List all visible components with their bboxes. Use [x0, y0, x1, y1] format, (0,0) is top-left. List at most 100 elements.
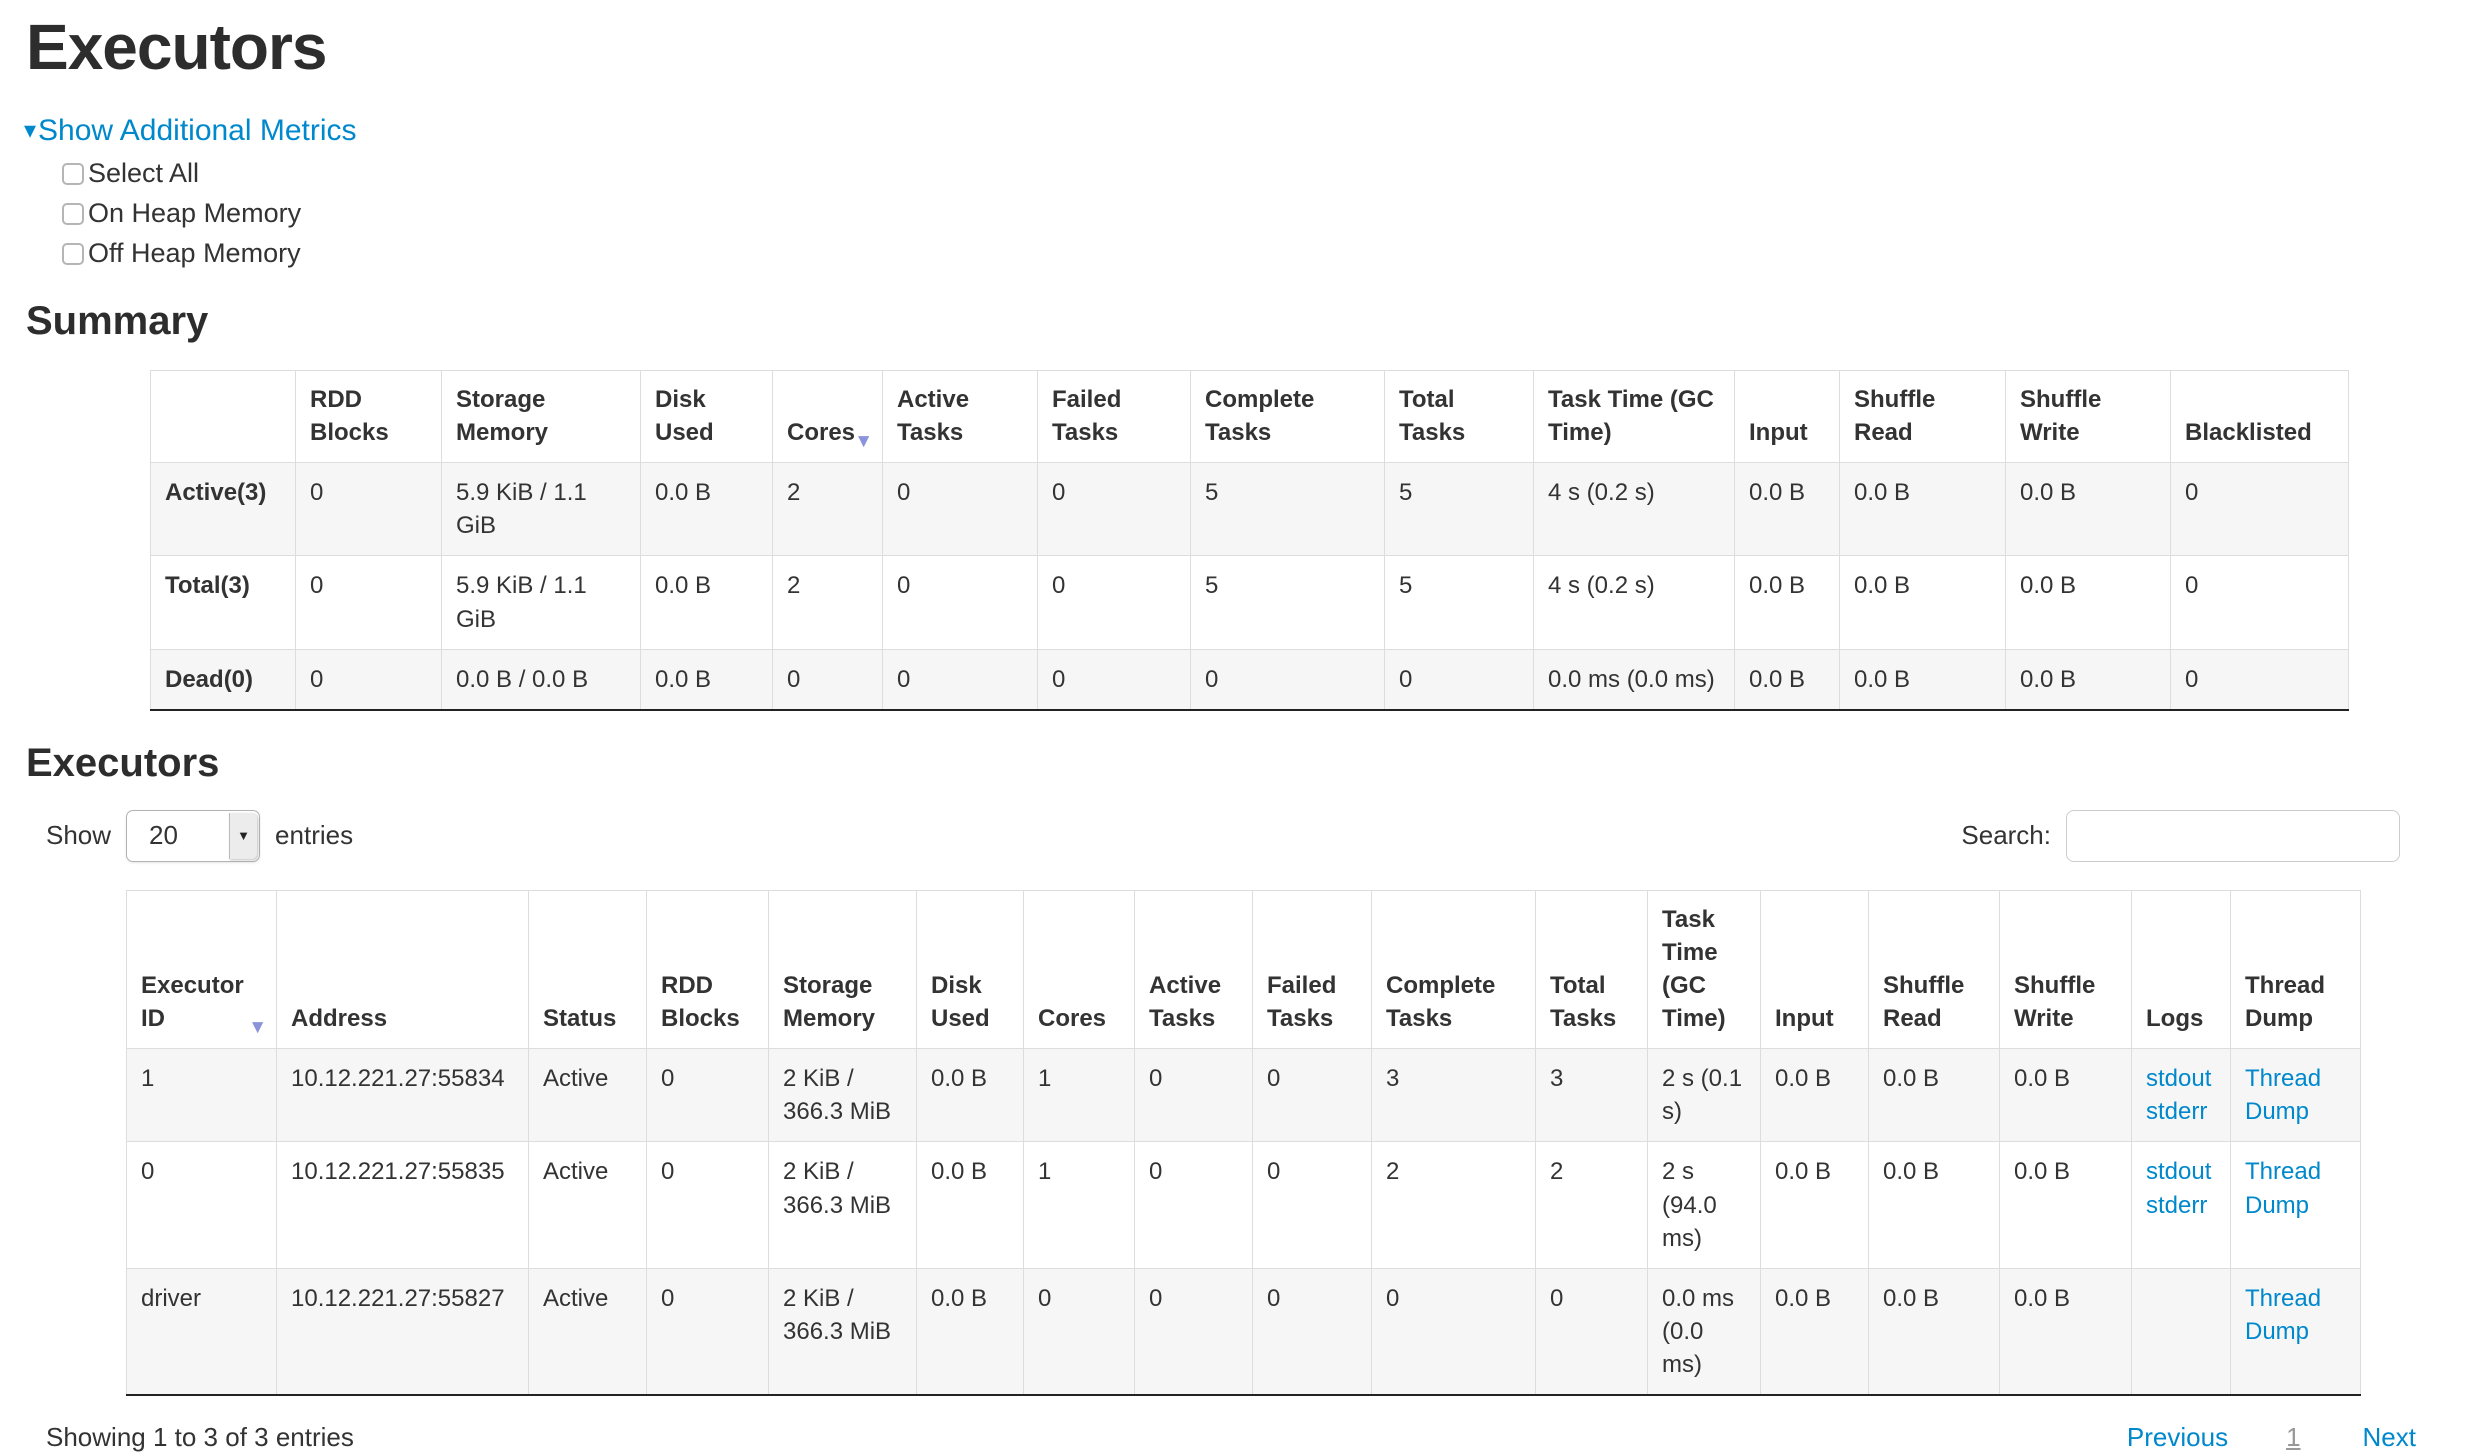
column-header-storage-memory[interactable]: Storage Memory [768, 889, 917, 1050]
column-header-disk-used[interactable]: Disk Used [916, 889, 1024, 1050]
column-header-failed-tasks[interactable]: Failed Tasks [1037, 369, 1191, 464]
page-title: Executors [26, 11, 327, 83]
table-cell: 0.0 B [1999, 1267, 2132, 1397]
table-cell: 0.0 ms (0.0 ms) [1647, 1267, 1761, 1397]
metrics-options: Select All On Heap Memory Off Heap Memor… [62, 158, 2466, 269]
stderr-link[interactable]: stderr [2146, 1098, 2208, 1126]
column-header-input[interactable]: Input [1760, 889, 1869, 1050]
next-page-button[interactable]: Next [2362, 1422, 2416, 1453]
column-header-executor-id-label: Executor ID [141, 971, 244, 1033]
table-cell: 0.0 B [916, 1267, 1024, 1397]
column-header-total-tasks[interactable]: Total Tasks [1384, 369, 1534, 464]
table-cell: Active(3) [150, 462, 296, 557]
table-cell: 10.12.221.27:55835 [276, 1141, 529, 1269]
table-cell: 0.0 B [1760, 1141, 1869, 1269]
column-header-rdd-blocks[interactable]: RDD Blocks [295, 369, 442, 464]
table-cell: 0 [126, 1141, 277, 1269]
on-heap-memory-label: On Heap Memory [88, 198, 302, 228]
table-cell: 0 [1371, 1267, 1536, 1397]
table-cell: 0 [295, 648, 442, 711]
entries-label: entries [275, 820, 354, 851]
column-header-cores[interactable]: Cores [1023, 889, 1135, 1050]
column-header-executor-id[interactable]: Executor ID ▼ [126, 889, 277, 1050]
sort-desc-icon: ▼ [248, 1016, 267, 1038]
table-cell: 0 [1134, 1048, 1253, 1143]
links-cell [2131, 1267, 2231, 1397]
table-cell: 0.0 B [2005, 555, 2171, 650]
select-all-label: Select All [88, 158, 200, 188]
table-cell: Active [528, 1267, 647, 1397]
table-cell: 5 [1384, 462, 1534, 557]
column-header-rdd-blocks[interactable]: RDD Blocks [646, 889, 769, 1050]
table-cell: 0.0 B [1760, 1048, 1869, 1143]
column-header-failed-tasks[interactable]: Failed Tasks [1252, 889, 1372, 1050]
column-header-address[interactable]: Address [276, 889, 529, 1050]
column-header-active-tasks[interactable]: Active Tasks [882, 369, 1038, 464]
column-header-complete-tasks[interactable]: Complete Tasks [1371, 889, 1536, 1050]
table-cell: 0.0 ms (0.0 ms) [1533, 648, 1735, 711]
column-header-logs[interactable]: Logs [2131, 889, 2231, 1050]
table-cell: 0.0 B [1734, 462, 1840, 557]
search-input[interactable] [2066, 809, 2400, 862]
column-header-storage-memory[interactable]: Storage Memory [441, 369, 641, 464]
previous-page-button[interactable]: Previous [2126, 1422, 2229, 1453]
stderr-link[interactable]: stderr [2146, 1191, 2208, 1219]
column-header-total-tasks[interactable]: Total Tasks [1535, 889, 1648, 1050]
table-cell: 0 [646, 1141, 769, 1269]
page-number-1[interactable]: 1 [2286, 1422, 2301, 1453]
column-header-task-time[interactable]: Task Time (GC Time) [1533, 369, 1735, 464]
pagination: Previous 1 Next [2127, 1422, 2416, 1453]
links-cell: Thread Dump [2230, 1141, 2361, 1269]
executors-header-row: Executor ID ▼ Address Status RDD Blocks … [126, 889, 2361, 1050]
table-cell: 0.0 B [1868, 1267, 2000, 1397]
links-cell: Thread Dump [2230, 1048, 2361, 1143]
collapse-caret-icon: ▾ [24, 117, 37, 144]
column-header-status[interactable]: Status [528, 889, 647, 1050]
thread-dump-link[interactable]: Thread Dump [2245, 1284, 2322, 1345]
table-cell: 0.0 B [640, 462, 773, 557]
table-cell: 0.0 B [2005, 462, 2171, 557]
table-cell: 3 [1371, 1048, 1536, 1143]
table-cell: 0.0 B / 0.0 B [441, 648, 641, 711]
table-cell: 5 [1384, 555, 1534, 650]
metrics-option-on-heap: On Heap Memory [62, 198, 2466, 229]
column-header-complete-tasks[interactable]: Complete Tasks [1190, 369, 1385, 464]
table-cell: 0 [646, 1048, 769, 1143]
column-header-shuffle-write[interactable]: Shuffle Write [1999, 889, 2132, 1050]
table-cell: 2 [772, 555, 883, 650]
column-header-blacklisted[interactable]: Blacklisted [2170, 369, 2349, 464]
select-all-checkbox[interactable] [62, 162, 84, 185]
table-cell: 10.12.221.27:55834 [276, 1048, 529, 1143]
column-header-active-tasks[interactable]: Active Tasks [1134, 889, 1253, 1050]
column-header-cores[interactable]: Cores ▼ [772, 369, 883, 464]
off-heap-memory-label: Off Heap Memory [88, 238, 301, 268]
column-header-shuffle-read[interactable]: Shuffle Read [1868, 889, 2000, 1050]
column-header-shuffle-write[interactable]: Shuffle Write [2005, 369, 2171, 464]
on-heap-memory-checkbox[interactable] [62, 202, 84, 225]
column-header-task-time[interactable]: Task Time (GC Time) [1647, 889, 1761, 1050]
table-cell: 4 s (0.2 s) [1533, 462, 1735, 557]
table-cell: 0.0 B [1839, 462, 2006, 557]
column-header-input[interactable]: Input [1734, 369, 1840, 464]
entries-select[interactable]: 20 ▼ [126, 809, 261, 862]
table-row: driver 10.12.221.27:55827 Active 0 2 KiB / 3… [126, 1267, 2361, 1397]
show-additional-metrics-link[interactable]: ▾ Show Additional Metrics [24, 114, 357, 148]
off-heap-memory-checkbox[interactable] [62, 242, 84, 265]
thread-dump-link[interactable]: Thread Dump [2245, 1065, 2322, 1126]
table-cell: 0.0 B [1868, 1048, 2000, 1143]
table-cell: 0 [1252, 1267, 1372, 1397]
column-header-shuffle-read[interactable]: Shuffle Read [1839, 369, 2006, 464]
column-header-disk-used[interactable]: Disk Used [640, 369, 773, 464]
table-cell: 0 [1134, 1141, 1253, 1269]
column-header-blank[interactable] [150, 369, 296, 464]
stdout-link[interactable]: stdout [2146, 1065, 2212, 1093]
column-header-thread-dump[interactable]: Thread Dump [2230, 889, 2361, 1050]
table-cell: 0.0 B [1999, 1048, 2132, 1143]
thread-dump-link[interactable]: Thread Dump [2245, 1158, 2322, 1219]
links-cell: Thread Dump [2230, 1267, 2361, 1397]
table-cell: 0.0 B [1734, 648, 1840, 711]
table-cell: Total(3) [150, 555, 296, 650]
table-cell: 0 [1037, 462, 1191, 557]
stdout-link[interactable]: stdout [2146, 1158, 2212, 1186]
